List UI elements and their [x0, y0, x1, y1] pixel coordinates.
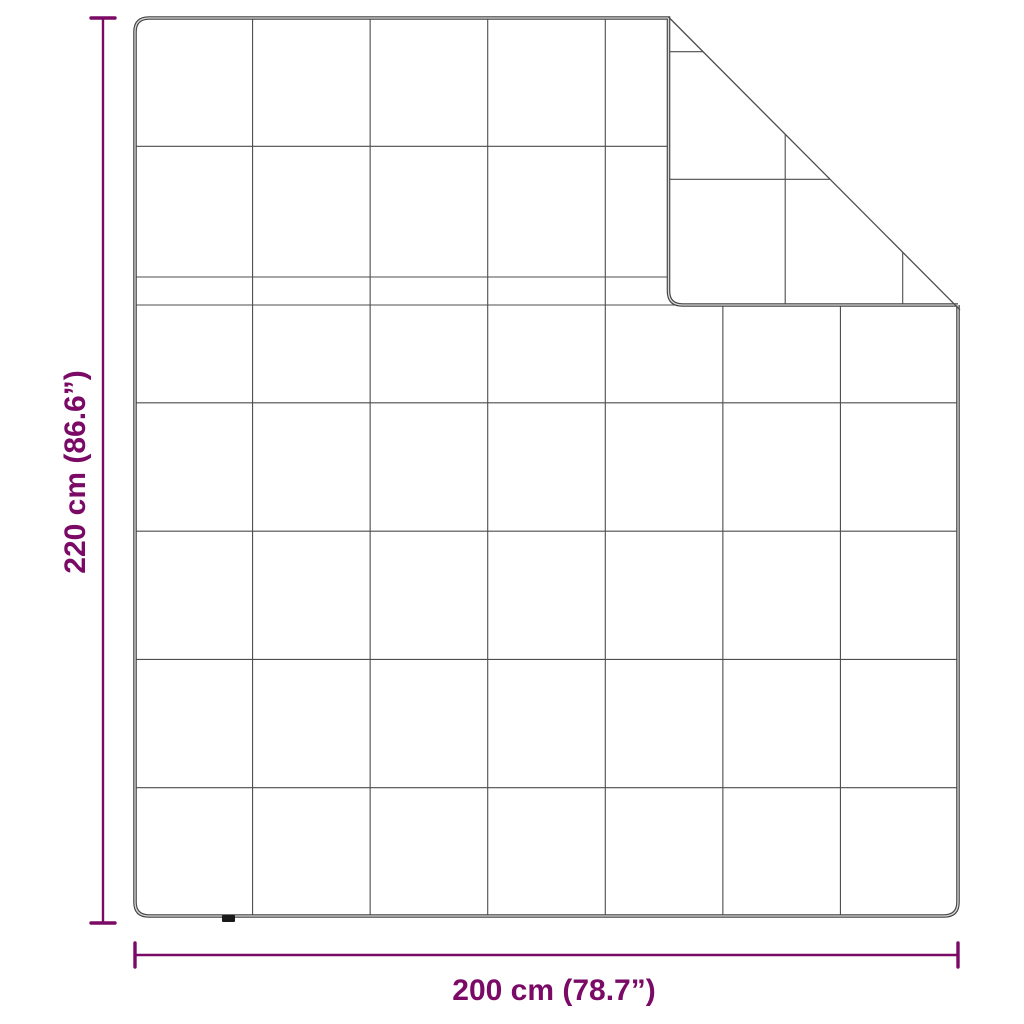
svg-text:200 cm (78.7”): 200 cm (78.7”)	[452, 974, 655, 1007]
svg-text:220 cm (86.6”): 220 cm (86.6”)	[59, 370, 92, 573]
